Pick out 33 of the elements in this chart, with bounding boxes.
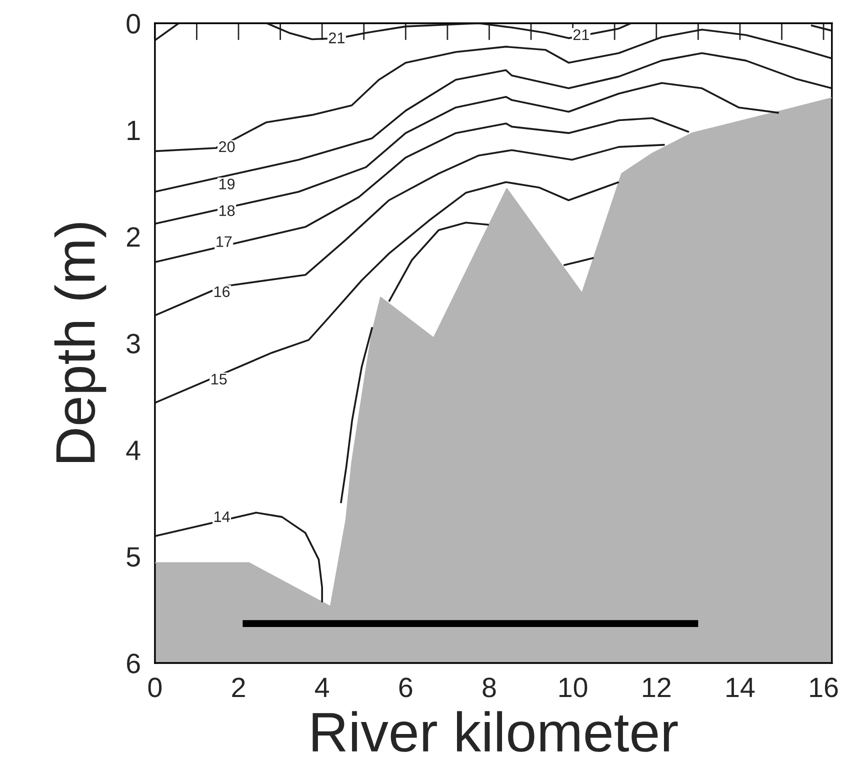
y-tick-label: 2 <box>126 227 140 247</box>
line-series <box>154 82 780 225</box>
annotation: 19 <box>219 178 235 190</box>
y-tick-label: 5 <box>126 547 140 567</box>
annotation: 15 <box>212 374 227 385</box>
annotation: 18 <box>219 205 235 216</box>
annotation: 21 <box>328 32 344 44</box>
line-series <box>340 326 374 504</box>
y-tick-label: 4 <box>126 440 140 460</box>
y-axis-title: Depth (m) <box>54 223 106 462</box>
y-tick-label: 3 <box>126 334 140 354</box>
x-tick-label: 2 <box>232 678 245 698</box>
line-series <box>154 512 323 604</box>
annotation: 21 <box>573 29 589 40</box>
x-tick-label: 16 <box>810 678 838 698</box>
x-axis-title: River kilometer <box>312 711 678 752</box>
annotation: 20 <box>219 141 235 152</box>
x-tick-label: 6 <box>399 678 412 698</box>
y-tick-label: 0 <box>126 14 140 34</box>
x-tick-label: 4 <box>314 678 329 698</box>
annotation: 16 <box>214 286 230 298</box>
x-tick-label: 12 <box>643 678 670 698</box>
y-tick-label: 1 <box>128 120 140 140</box>
x-tick-label: 10 <box>559 678 588 698</box>
line-series <box>388 222 490 302</box>
annotation: 17 <box>216 236 232 247</box>
x-tick-label: 0 <box>148 678 162 698</box>
y-tick-label: 6 <box>127 654 140 674</box>
line-series <box>154 117 690 263</box>
x-tick-label: 8 <box>482 678 496 698</box>
x-tick-label: 14 <box>726 678 755 698</box>
line-series <box>154 52 832 193</box>
annotation: 14 <box>214 511 230 522</box>
